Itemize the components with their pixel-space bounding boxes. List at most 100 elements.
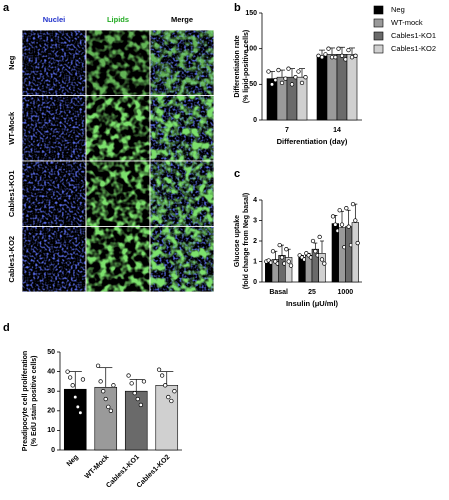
bar	[316, 55, 328, 121]
y-tick-label: 10	[47, 427, 55, 434]
y-tick-label: 0	[253, 279, 257, 286]
data-point	[346, 224, 351, 229]
legend-swatch	[373, 31, 384, 41]
y-axis-title: (% EdU stain positive cells)	[31, 355, 38, 446]
data-point	[266, 69, 271, 74]
data-point	[313, 249, 318, 254]
data-point	[349, 55, 355, 60]
x-tick-label: 14	[333, 127, 341, 134]
data-point	[132, 391, 137, 396]
data-point	[329, 55, 335, 60]
row-label: Cables1-KO2	[7, 236, 16, 283]
row-label: WT-Mock	[7, 111, 16, 145]
row-label: Cables1-KO1	[7, 170, 16, 217]
data-point	[101, 389, 106, 394]
data-point	[169, 398, 174, 404]
data-point	[333, 222, 338, 227]
data-point	[286, 259, 291, 264]
data-point	[111, 383, 116, 388]
data-point	[289, 82, 295, 87]
y-tick-label: 40	[47, 368, 55, 375]
data-point	[95, 363, 101, 368]
data-point	[296, 69, 301, 74]
data-point	[172, 389, 177, 394]
legend-swatch	[373, 44, 384, 54]
data-point	[336, 46, 341, 51]
data-point	[279, 80, 285, 86]
data-point	[276, 67, 281, 73]
legend-label: Cables1-KO2	[391, 44, 436, 53]
nuclei-stain	[22, 95, 86, 161]
data-point	[163, 383, 168, 388]
y-tick-label: 150	[245, 10, 257, 17]
data-point	[303, 75, 308, 80]
bar	[155, 385, 179, 451]
data-point	[322, 261, 327, 266]
y-axis-title: Differentiation rate	[234, 35, 241, 97]
panel-label: b	[234, 2, 241, 14]
y-tick-label: 30	[47, 388, 55, 395]
bar	[94, 386, 118, 451]
y-axis-title: (fold change from Neg basal)	[243, 193, 250, 289]
x-tick-label: Cables1-KO2	[136, 454, 172, 490]
data-point	[108, 408, 114, 413]
bar	[336, 54, 348, 121]
row-label: Neg	[7, 55, 16, 70]
data-point	[75, 404, 80, 410]
nuclei-stain	[22, 161, 86, 227]
data-point	[270, 249, 276, 254]
data-point	[344, 206, 349, 211]
y-tick-label: 50	[249, 81, 257, 88]
data-point	[129, 381, 134, 386]
data-point	[286, 66, 291, 71]
lipid-stain	[86, 161, 150, 227]
x-tick-label: Neg	[66, 454, 80, 468]
column-header: Lipids	[107, 15, 129, 24]
y-tick-label: 1	[253, 258, 257, 265]
bar	[351, 222, 359, 283]
data-point	[355, 240, 360, 246]
y-axis-title: Preadipocyte cell proliferation	[22, 351, 29, 451]
data-point	[316, 53, 321, 58]
data-point	[279, 255, 285, 260]
legend-label: Neg	[391, 5, 405, 14]
x-axis-title: Insulin (μU/ml)	[286, 299, 339, 308]
bar	[346, 54, 358, 121]
x-tick-label: Basal	[269, 289, 288, 296]
y-tick-label: 3	[253, 217, 257, 224]
data-point	[98, 379, 103, 384]
legend-swatch	[373, 18, 384, 28]
lipid-stain	[86, 95, 150, 161]
legend-label: WT-mock	[391, 18, 423, 27]
x-tick-label: 1000	[338, 289, 354, 296]
data-point	[141, 379, 147, 384]
y-tick-label: 50	[47, 349, 55, 356]
data-point	[353, 218, 358, 223]
data-point	[337, 208, 342, 213]
data-point	[138, 402, 144, 408]
panel-label: d	[3, 322, 10, 334]
data-point	[73, 394, 78, 400]
data-point	[319, 257, 325, 262]
data-point	[103, 396, 108, 402]
cell-border	[149, 226, 215, 293]
lipid-stain	[150, 226, 214, 292]
bar	[345, 226, 353, 283]
data-point	[135, 396, 140, 402]
data-point	[80, 377, 86, 382]
panel-label: a	[3, 2, 10, 14]
data-point	[269, 82, 275, 87]
data-point	[317, 234, 322, 240]
bar	[338, 227, 346, 283]
data-point	[126, 373, 131, 378]
data-point	[319, 55, 325, 60]
data-point	[353, 53, 358, 58]
data-point	[65, 369, 70, 374]
data-point	[346, 47, 351, 53]
x-tick-label: 25	[308, 289, 316, 296]
data-point	[350, 201, 356, 207]
x-axis-title: Differentiation (day)	[277, 137, 348, 146]
data-point	[339, 222, 345, 227]
data-point	[106, 404, 111, 410]
y-axis-title: Glucose uptake	[234, 215, 241, 267]
